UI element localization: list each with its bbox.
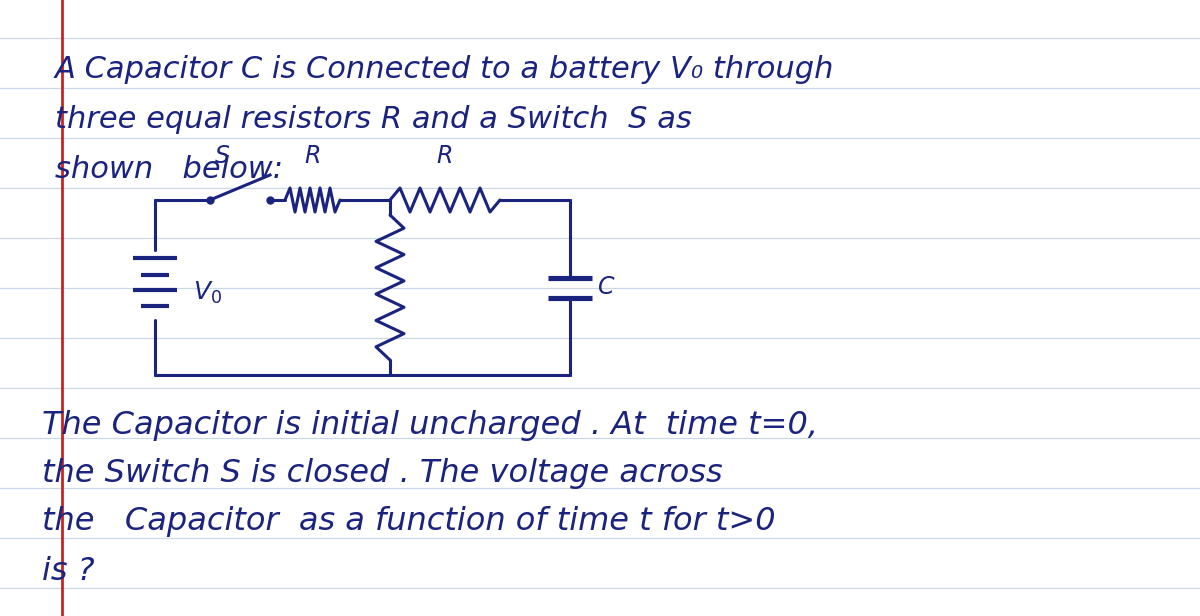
- Text: R: R: [437, 144, 454, 168]
- Text: The Capacitor is initial uncharged . At  time t=0,: The Capacitor is initial uncharged . At …: [42, 410, 818, 441]
- Text: A Capacitor C is Connected to a battery V₀ through: A Capacitor C is Connected to a battery …: [55, 55, 834, 84]
- Text: is ?: is ?: [42, 556, 95, 587]
- Text: the Switch S is closed . The voltage across: the Switch S is closed . The voltage acr…: [42, 458, 722, 489]
- Text: R: R: [305, 144, 320, 168]
- Text: shown   below:: shown below:: [55, 155, 283, 184]
- Text: $V_0$: $V_0$: [193, 280, 222, 306]
- Text: C: C: [598, 275, 614, 299]
- Text: three equal resistors R and a Switch  S as: three equal resistors R and a Switch S a…: [55, 105, 692, 134]
- Text: S: S: [215, 144, 229, 168]
- Text: the   Capacitor  as a function of time t for t>0: the Capacitor as a function of time t fo…: [42, 506, 775, 537]
